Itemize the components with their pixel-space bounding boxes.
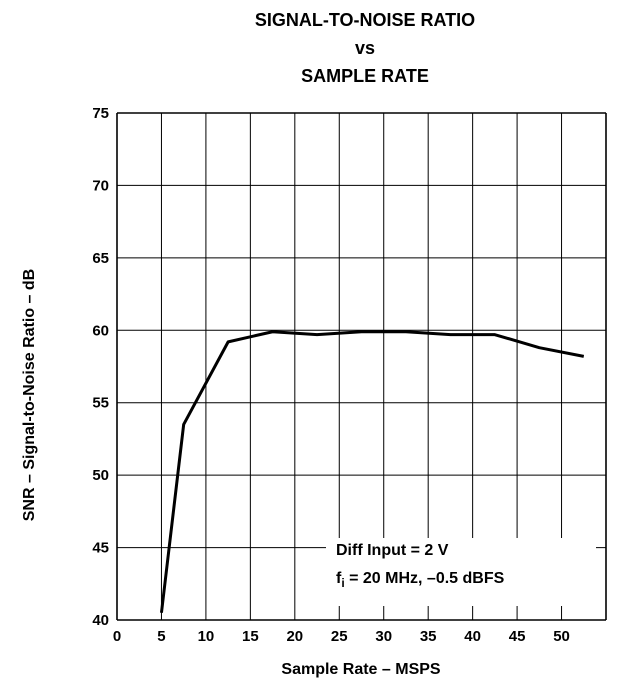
x-tick-label: 35 xyxy=(420,628,437,645)
chart-title-line-3: SAMPLE RATE xyxy=(301,66,429,86)
x-tick-label: 25 xyxy=(331,628,348,645)
annotation-line-2: fi = 20 MHz, –0.5 dBFS xyxy=(336,570,504,590)
y-tick-label: 55 xyxy=(92,395,109,412)
annotation-subscript: i xyxy=(341,576,345,591)
x-tick-label: 30 xyxy=(375,628,392,645)
annotation-box: Diff Input = 2 V fi = 20 MHz, –0.5 dBFS xyxy=(326,538,596,606)
grid xyxy=(116,112,607,621)
y-tick-label: 65 xyxy=(92,250,109,267)
y-tick-label: 40 xyxy=(92,612,109,629)
x-tick-label: 40 xyxy=(464,628,481,645)
annotation-f: f xyxy=(336,570,342,587)
x-tick-label: 10 xyxy=(198,628,215,645)
chart-title-line-2: vs xyxy=(354,38,376,58)
y-tick-label: 60 xyxy=(92,322,109,339)
y-tick-label: 75 xyxy=(92,105,109,122)
y-tick-label: 45 xyxy=(92,540,109,557)
annotation-line-1: Diff Input = 2 V xyxy=(336,542,449,559)
x-axis-label: Sample Rate – MSPS xyxy=(281,661,441,678)
x-tick-label: 50 xyxy=(553,628,570,645)
series-layer xyxy=(159,330,585,613)
y-axis-label: SNR – Signal-to-Noise Ratio – dB xyxy=(21,269,38,521)
tick-labels: 0 5 10 15 20 25 30 35 40 45 50 40 45 50 55 60 65 70 75 xyxy=(92,105,570,645)
x-tick-label: 5 xyxy=(157,628,165,645)
x-tick-label: 15 xyxy=(242,628,259,645)
y-tick-label: 50 xyxy=(92,467,109,484)
x-tick-label: 45 xyxy=(509,628,526,645)
chart-title-line-1: SIGNAL-TO-NOISE RATIO xyxy=(254,10,476,30)
x-tick-label: 20 xyxy=(286,628,303,645)
annotation-suffix: = 20 MHz, –0.5 dBFS xyxy=(344,570,505,587)
x-tick-label: 0 xyxy=(113,628,121,645)
y-tick-label: 70 xyxy=(92,177,109,194)
